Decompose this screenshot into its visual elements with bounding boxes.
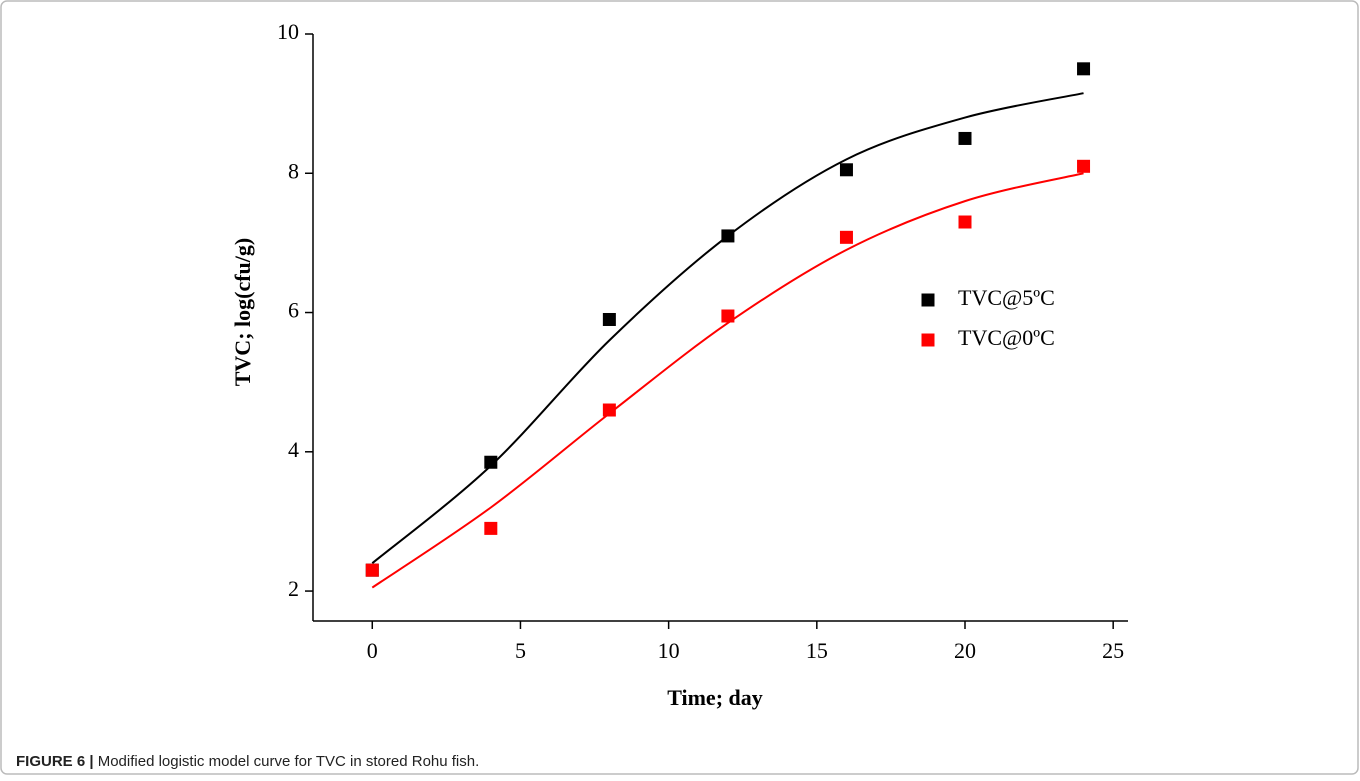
data-point bbox=[484, 455, 498, 469]
y-axis-label: TVC; log(cfu/g) bbox=[230, 238, 255, 386]
x-tick-label: 25 bbox=[1102, 638, 1124, 663]
y-tick-label: 2 bbox=[288, 576, 299, 601]
data-point bbox=[839, 230, 853, 244]
data-point bbox=[1077, 62, 1091, 76]
y-tick-label: 4 bbox=[288, 437, 299, 462]
x-tick-label: 0 bbox=[367, 638, 378, 663]
legend-marker bbox=[921, 333, 935, 347]
y-tick-label: 10 bbox=[277, 19, 299, 44]
legend-label: TVC@5ºC bbox=[958, 285, 1055, 310]
legend-marker bbox=[921, 293, 935, 307]
legend-label: TVC@0ºC bbox=[958, 325, 1055, 350]
x-tick-label: 15 bbox=[806, 638, 828, 663]
x-axis-label: Time; day bbox=[667, 685, 763, 710]
data-point bbox=[1077, 159, 1091, 173]
data-point bbox=[602, 403, 616, 417]
caption: FIGURE 6 | Modified logistic model curve… bbox=[16, 753, 479, 770]
y-tick-label: 6 bbox=[288, 298, 299, 323]
data-point bbox=[721, 309, 735, 323]
x-tick-label: 20 bbox=[954, 638, 976, 663]
caption-text: Modified logistic model curve for TVC in… bbox=[98, 753, 480, 770]
data-point bbox=[484, 521, 498, 535]
data-point bbox=[958, 131, 972, 145]
data-point bbox=[958, 215, 972, 229]
fit-curve bbox=[371, 172, 1084, 589]
data-point bbox=[721, 229, 735, 243]
data-point bbox=[365, 563, 379, 577]
caption-label: FIGURE 6 | bbox=[16, 753, 94, 770]
x-tick-label: 5 bbox=[515, 638, 526, 663]
data-point bbox=[839, 163, 853, 177]
data-point bbox=[602, 312, 616, 326]
x-tick-label: 10 bbox=[658, 638, 680, 663]
y-tick-label: 8 bbox=[288, 158, 299, 183]
